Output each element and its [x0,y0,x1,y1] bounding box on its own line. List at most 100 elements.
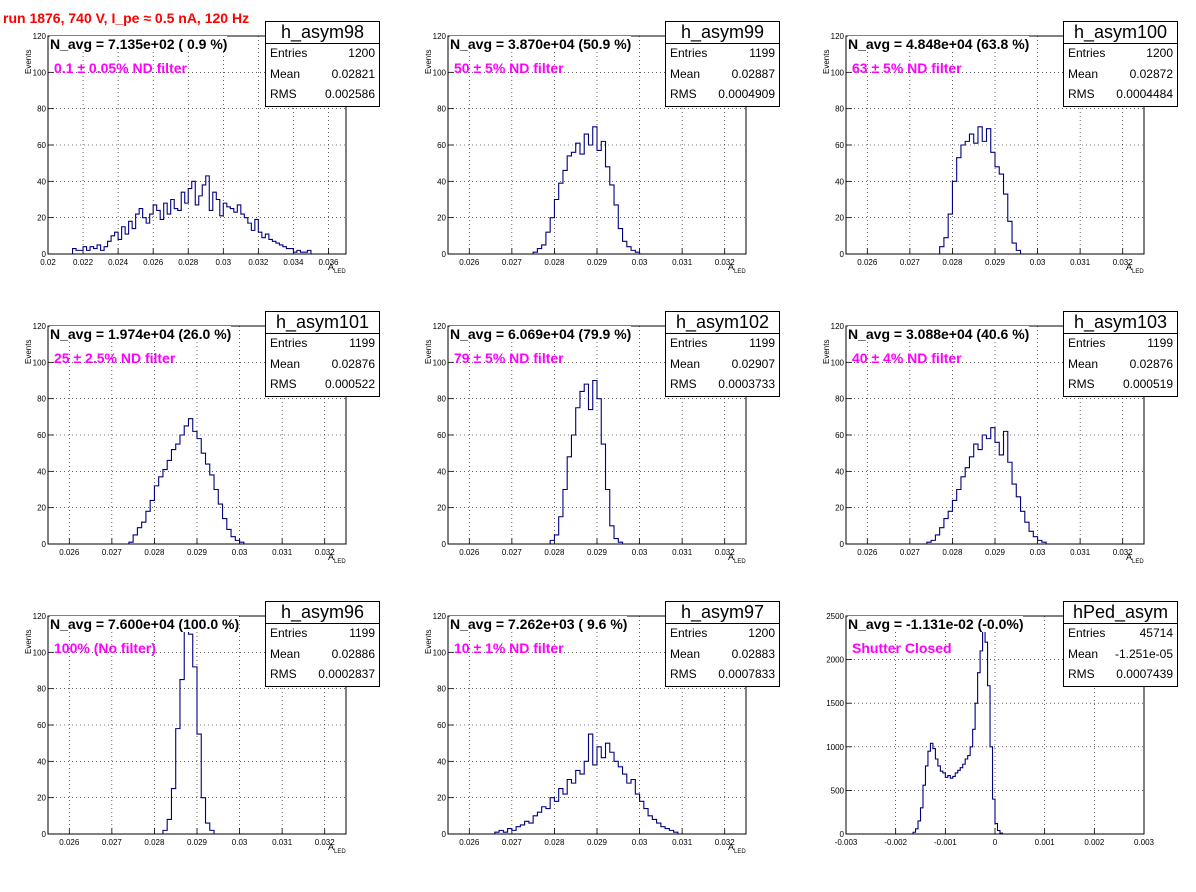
stat-key: Mean [1068,67,1099,81]
y-tick-label: 1500 [826,699,844,708]
stat-key: Entries [1068,46,1106,60]
histogram-name: h_asym101 [266,312,379,334]
stat-key: Entries [270,46,308,60]
stat-box: h_asym99 Entries 1199 Mean 0.02887 RMS 0.00049… [665,21,780,107]
x-tick-label: 0.026 [459,258,480,267]
x-tick-label: 0.024 [108,258,129,267]
stat-row-mean: Mean 0.02883 [666,647,779,663]
y-tick-label: 0 [840,830,845,839]
histogram-name: h_asym100 [1064,22,1177,44]
x-tick-label: 0.03 [632,548,648,557]
stat-row-rms: RMS 0.0007439 [1064,667,1177,683]
x-axis-label: ALED [728,552,746,565]
x-tick-label: 0.032 [715,838,736,847]
stat-row-rms: RMS 0.0007833 [666,667,779,683]
x-tick-label: -0.003 [835,838,858,847]
stat-box: h_asym96 Entries 1199 Mean 0.02886 RMS 0.00028… [265,601,380,687]
x-tick-label: 0.029 [985,548,1006,557]
y-tick-label: 100 [433,648,447,657]
x-tick-label: 0.031 [1070,548,1091,557]
y-tick-label: 20 [835,504,844,513]
n-avg-label: N_avg = 7.262e+03 ( 9.6 %) [450,616,628,632]
y-tick-label: 20 [37,794,46,803]
stat-row-rms: RMS 0.0004484 [1064,87,1177,103]
stat-row-rms: RMS 0.000519 [1064,377,1177,393]
stat-key: Mean [270,67,301,81]
n-avg-label: N_avg = -1.131e-02 (-0.0%) [848,616,1024,632]
n-avg-label: N_avg = 3.088e+04 (40.6 %) [848,326,1030,342]
stat-value: 45714 [1139,626,1173,640]
x-tick-label: 0.031 [672,838,693,847]
x-axis-label: ALED [1126,262,1144,275]
stat-key: RMS [1068,377,1095,391]
x-tick-label: 0.028 [942,258,963,267]
x-tick-label: 0.036 [318,258,339,267]
filter-label: 50 ± 5% ND filter [454,60,564,76]
x-tick-label: 0.029 [587,548,608,557]
y-tick-label: 0 [42,830,47,839]
y-tick-label: 40 [437,757,446,766]
stat-value: 0.000519 [1122,377,1173,391]
y-tick-label: 40 [437,177,446,186]
histogram-pad: 0.026 0.027 0.028 0.029 0.03 0.031 0.032 0 20 40 6… [400,311,798,602]
x-tick-label: 0.026 [59,838,80,847]
x-axis-label: ALED [328,262,346,275]
x-tick-label: 0.03 [232,838,248,847]
y-tick-label: 120 [33,322,47,331]
x-tick-label: 0.028 [544,838,565,847]
histogram-pad: 0.026 0.027 0.028 0.029 0.03 0.031 0.032 0 20 40 6… [798,311,1196,602]
x-tick-label: 0.032 [315,548,336,557]
y-axis-label: Events [822,49,831,74]
x-tick-label: 0.027 [102,838,123,847]
stat-value: 1199 [749,46,775,60]
x-tick-label: 0.031 [272,838,293,847]
stat-key: Mean [670,647,701,661]
y-tick-label: 100 [33,648,47,657]
stat-key: Mean [270,357,301,371]
y-tick-label: 60 [437,141,446,150]
stat-key: Mean [1068,647,1099,661]
y-tick-label: 80 [437,395,446,404]
filter-label: 79 ± 5% ND filter [454,350,564,366]
x-tick-label: 0.032 [1113,548,1134,557]
filter-label: 40 ± 4% ND filter [852,350,962,366]
y-tick-label: 0 [442,540,447,549]
stat-key: RMS [1068,87,1095,101]
x-tick-label: 0.032 [715,548,736,557]
histogram-series [71,175,312,254]
stat-value: 0.02821 [331,67,375,81]
n-avg-label: N_avg = 7.600e+04 (100.0 %) [50,616,240,632]
stat-value: 0.0002837 [318,667,375,681]
x-tick-label: 0.003 [1134,838,1155,847]
x-tick-label: 0.028 [544,258,565,267]
y-tick-label: 120 [33,32,47,41]
y-tick-label: 0 [42,540,47,549]
stat-row-mean: Mean 0.02872 [1064,67,1177,83]
stat-key: Entries [270,626,308,640]
y-tick-label: 60 [835,141,844,150]
stat-value: 0.0007439 [1116,667,1173,681]
histogram-name: hPed_asym [1064,602,1177,624]
x-tick-label: 0.032 [315,838,336,847]
stat-value: 0.0004484 [1116,87,1173,101]
y-tick-label: 120 [433,32,447,41]
y-tick-label: 120 [831,322,845,331]
y-tick-label: 100 [433,358,447,367]
x-tick-label: 0.026 [857,258,878,267]
n-avg-label: N_avg = 7.135e+02 ( 0.9 %) [50,36,228,52]
stat-row-mean: Mean 0.02907 [666,357,779,373]
histogram-name: h_asym103 [1064,312,1177,334]
n-avg-label: N_avg = 1.974e+04 (26.0 %) [50,326,232,342]
x-tick-label: 0.03 [632,258,648,267]
y-tick-label: 40 [37,757,46,766]
stat-value: 1200 [348,46,375,60]
x-tick-label: 0.028 [144,548,165,557]
x-tick-label: 0.001 [1035,838,1056,847]
x-tick-label: 0.027 [502,258,523,267]
histogram-series [162,619,215,834]
stat-key: Entries [670,626,708,640]
x-tick-label: 0.03 [216,258,232,267]
stat-box: h_asym103 Entries 1199 Mean 0.02876 RMS 0.0005… [1063,311,1178,397]
stat-key: Mean [270,647,301,661]
stat-row-entries: Entries 1199 [666,46,779,62]
